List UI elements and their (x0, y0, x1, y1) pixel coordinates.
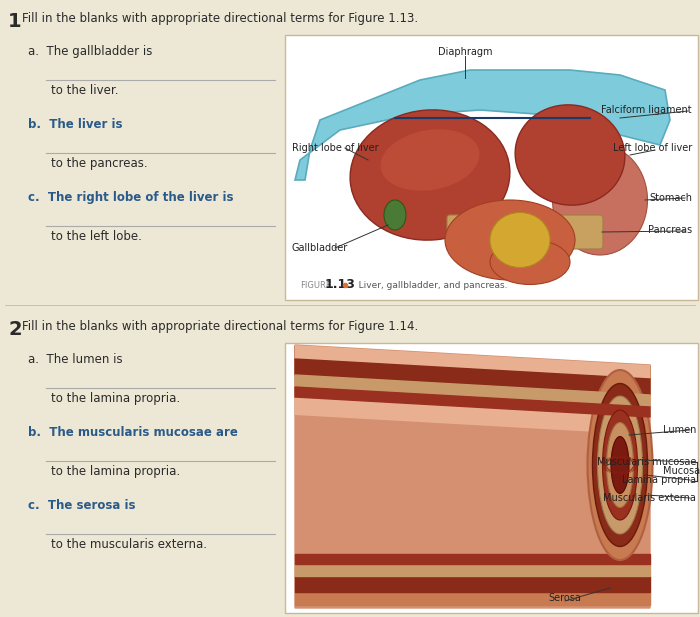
Ellipse shape (445, 200, 575, 280)
Ellipse shape (490, 212, 550, 268)
Text: b.  The muscularis mucosae are: b. The muscularis mucosae are (28, 426, 238, 439)
Ellipse shape (515, 105, 625, 205)
Text: Mucosa: Mucosa (663, 466, 700, 476)
Text: Falciform ligament: Falciform ligament (601, 105, 692, 115)
Text: a.  The gallbladder is: a. The gallbladder is (28, 45, 153, 58)
Polygon shape (295, 346, 650, 379)
Text: Liver, gallbladder, and pancreas.: Liver, gallbladder, and pancreas. (350, 281, 508, 289)
Text: Serosa: Serosa (549, 593, 582, 603)
Text: to the pancreas.: to the pancreas. (51, 157, 148, 170)
Text: 1: 1 (8, 12, 22, 31)
Text: a.  The lumen is: a. The lumen is (28, 353, 122, 366)
Text: Fill in the blanks with appropriate directional terms for Figure 1.14.: Fill in the blanks with appropriate dire… (22, 320, 419, 333)
FancyBboxPatch shape (447, 215, 603, 249)
Text: Lumen: Lumen (663, 425, 696, 435)
Text: 2: 2 (8, 320, 22, 339)
Polygon shape (295, 387, 650, 417)
Text: c.  The right lobe of the liver is: c. The right lobe of the liver is (28, 191, 234, 204)
Text: Right lobe of liver: Right lobe of liver (292, 143, 379, 153)
Polygon shape (295, 70, 670, 180)
Text: Diaphragm: Diaphragm (438, 47, 492, 57)
Ellipse shape (606, 423, 634, 508)
Ellipse shape (350, 110, 510, 240)
Text: Left lobe of liver: Left lobe of liver (612, 143, 692, 153)
Text: Pancreas: Pancreas (648, 225, 692, 235)
Polygon shape (295, 592, 650, 605)
Ellipse shape (381, 129, 480, 191)
Polygon shape (295, 346, 650, 605)
Ellipse shape (592, 384, 648, 547)
Bar (285, 35, 698, 300)
Text: b.  The liver is: b. The liver is (28, 118, 122, 131)
Text: Gallbladder: Gallbladder (292, 243, 349, 253)
Text: Muscularis externa: Muscularis externa (603, 493, 696, 503)
Text: to the liver.: to the liver. (51, 84, 118, 97)
Text: to the muscularis externa.: to the muscularis externa. (51, 538, 207, 551)
Polygon shape (295, 345, 650, 608)
Polygon shape (295, 345, 650, 435)
Ellipse shape (603, 410, 638, 520)
Ellipse shape (490, 239, 570, 284)
Text: to the lamina propria.: to the lamina propria. (51, 392, 180, 405)
Polygon shape (295, 576, 650, 592)
Text: Muscularis mucosae: Muscularis mucosae (596, 457, 696, 467)
Text: to the lamina propria.: to the lamina propria. (51, 465, 180, 478)
Ellipse shape (384, 200, 406, 230)
Polygon shape (295, 375, 650, 407)
Bar (285, 343, 698, 613)
Ellipse shape (611, 436, 629, 494)
Text: 1.13: 1.13 (325, 278, 356, 291)
Polygon shape (295, 554, 650, 564)
Ellipse shape (587, 370, 652, 560)
Text: Stomach: Stomach (649, 193, 692, 203)
Text: Lamina propria: Lamina propria (622, 475, 696, 485)
Ellipse shape (598, 396, 643, 534)
Text: FIGURE: FIGURE (300, 281, 331, 289)
Text: c.  The serosa is: c. The serosa is (28, 499, 136, 512)
Ellipse shape (552, 145, 648, 255)
Text: Fill in the blanks with appropriate directional terms for Figure 1.13.: Fill in the blanks with appropriate dire… (22, 12, 418, 25)
Polygon shape (295, 564, 650, 576)
Text: to the left lobe.: to the left lobe. (51, 230, 142, 243)
Polygon shape (295, 359, 650, 395)
